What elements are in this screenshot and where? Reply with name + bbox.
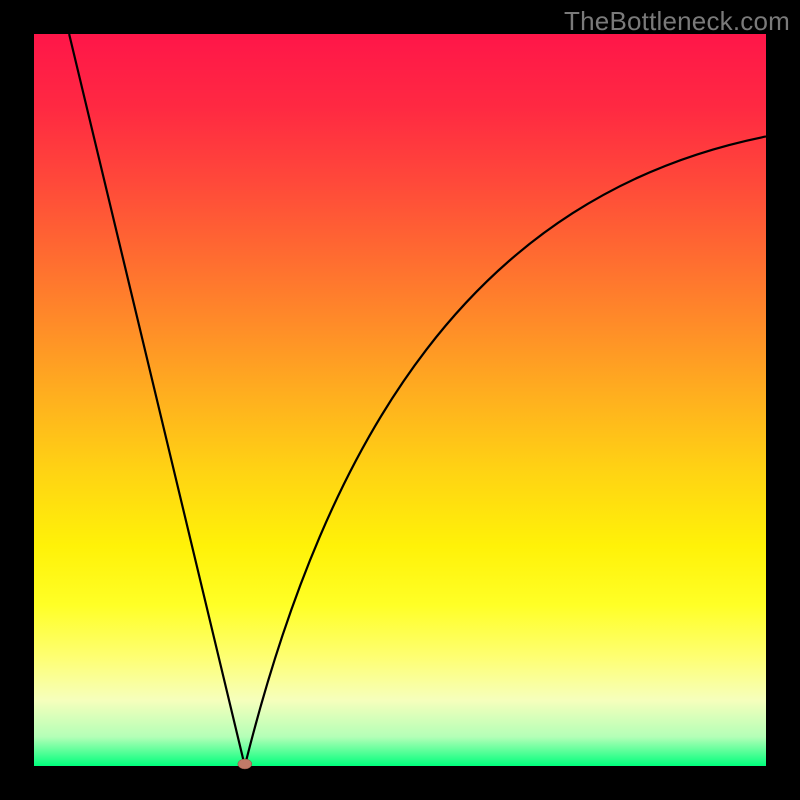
plot-background xyxy=(34,34,766,766)
watermark-text: TheBottleneck.com xyxy=(564,6,790,37)
bottleneck-chart: TheBottleneck.com xyxy=(0,0,800,800)
chart-svg xyxy=(0,0,800,800)
minimum-point-marker xyxy=(238,759,252,769)
